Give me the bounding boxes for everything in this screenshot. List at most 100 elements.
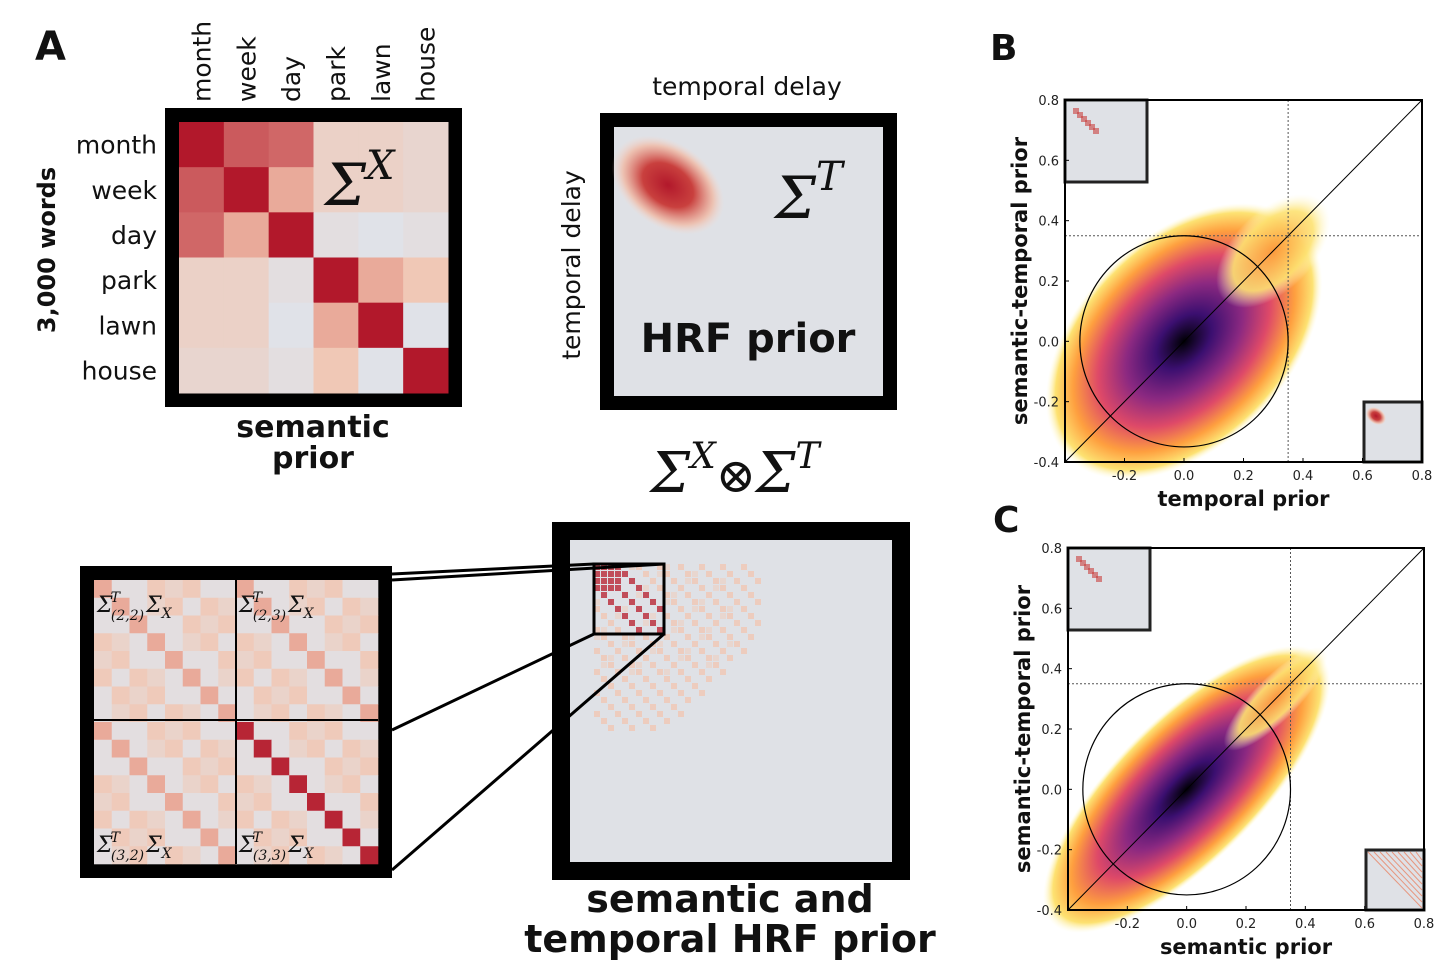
kron-cell: [685, 571, 691, 577]
zoom-cell: [147, 775, 166, 794]
kron-cell: [720, 578, 726, 584]
zoom-cell: [289, 704, 308, 723]
zoom-cell: [182, 704, 201, 723]
kron-cell: [657, 648, 663, 654]
kron-cell: [664, 564, 670, 570]
kron-cell: [664, 669, 670, 675]
zoom-cell: [307, 651, 326, 670]
tail-sub: X: [161, 846, 173, 862]
zoom-cell: [307, 633, 326, 652]
x-tick-label: 0.6: [1354, 917, 1375, 932]
zoom-cell: [111, 828, 130, 847]
zoom-cell: [147, 580, 166, 599]
zoom-cell: [289, 846, 308, 865]
kron-cell: [748, 592, 754, 598]
kron-cell: [727, 613, 733, 619]
zoom-cell: [165, 686, 184, 705]
kron-cell: [608, 683, 614, 689]
zoom-cell: [360, 580, 379, 599]
kron-cell: [706, 627, 712, 633]
x-tick-label: 0.0: [1174, 469, 1195, 484]
kron-cell: [685, 697, 691, 703]
kron-cell: [706, 655, 712, 661]
zoom-cell: [111, 651, 130, 670]
matrix-cell: [223, 257, 270, 304]
zoom-cell: [360, 651, 379, 670]
kron-cell: [699, 690, 705, 696]
kron-cell: [699, 627, 705, 633]
kron-cell: [699, 669, 705, 675]
kron-cell: [657, 571, 663, 577]
zoom-cell: [271, 615, 290, 634]
inset-cell: [1073, 108, 1079, 114]
zoom-cell: [289, 651, 308, 670]
matrix-cell: [268, 212, 314, 258]
kron-cell: [671, 641, 677, 647]
kron-cell: [664, 592, 670, 598]
zoom-cell: [360, 686, 379, 705]
sigma-t: ΣT: [773, 154, 846, 232]
zoom-cell: [360, 668, 379, 687]
zoom-cell: [182, 651, 201, 670]
zoom-cell: [94, 668, 113, 687]
zoom-cell: [307, 757, 326, 776]
zoom-cell: [236, 686, 255, 705]
zoom-cell: [165, 615, 184, 634]
zoom-cell: [218, 633, 237, 652]
kron-matrix: [594, 564, 761, 731]
kron-cell: [734, 599, 740, 605]
matrix-cell: [179, 302, 225, 349]
kron-cell: [664, 571, 670, 577]
kron-cell: [657, 690, 663, 696]
zoom-cell: [147, 615, 166, 634]
block-label: ΣT (3,3)ΣX: [238, 830, 315, 864]
zoom-cell: [324, 597, 343, 616]
kron-cell: [608, 655, 614, 661]
kron-cell: [650, 725, 656, 731]
sup: T: [111, 590, 122, 606]
zoom-connectors: [391, 562, 665, 872]
matrix-cell: [179, 347, 225, 394]
zoom-cell: [200, 757, 219, 776]
kron-cell: [713, 655, 719, 661]
zoom-cell: [218, 615, 237, 634]
kron-cell: [650, 648, 656, 654]
kron-cell: [601, 662, 607, 668]
block-label: ΣT (2,3)ΣX: [238, 590, 315, 624]
kron-cell: [685, 634, 691, 640]
zoom-cell: [360, 846, 379, 865]
kron-cell: [727, 571, 733, 577]
zoom-cell: [218, 810, 237, 829]
kron-cell: [608, 662, 614, 668]
x-tick-label: 0.0: [1176, 917, 1197, 932]
zoom-cell: [289, 793, 308, 812]
zoom-cell: [94, 793, 113, 812]
sub: (2,2): [111, 608, 144, 624]
column-label: park: [322, 46, 351, 102]
zoom-cell: [289, 722, 308, 741]
inset-cell: [1096, 576, 1102, 582]
kron-cell: [629, 704, 635, 710]
kron-cell: [622, 606, 628, 612]
zoom-cell: [182, 597, 201, 616]
kron-cell: [643, 634, 649, 640]
zoom-cell: [289, 580, 308, 599]
zoom-cell: [307, 597, 326, 616]
sub: (3,3): [253, 848, 286, 864]
matrix-cell: [313, 122, 359, 168]
column-label: week: [232, 36, 261, 102]
zoom-cell: [147, 668, 166, 687]
zoom-cell: [147, 597, 166, 616]
kron-cell: [608, 620, 614, 626]
zoom-cell: [342, 704, 361, 723]
matrix-cell: [268, 167, 314, 213]
kron-cell: [720, 585, 726, 591]
zoom-cell: [182, 793, 201, 812]
zoom-cell: [200, 615, 219, 634]
y-tick-label: 0.6: [1041, 602, 1062, 617]
zoom-cell: [218, 846, 237, 865]
zoom-cell: [360, 704, 379, 723]
kron-cell: [678, 655, 684, 661]
tail: Σ: [287, 833, 304, 858]
zoom-cell: [342, 775, 361, 794]
